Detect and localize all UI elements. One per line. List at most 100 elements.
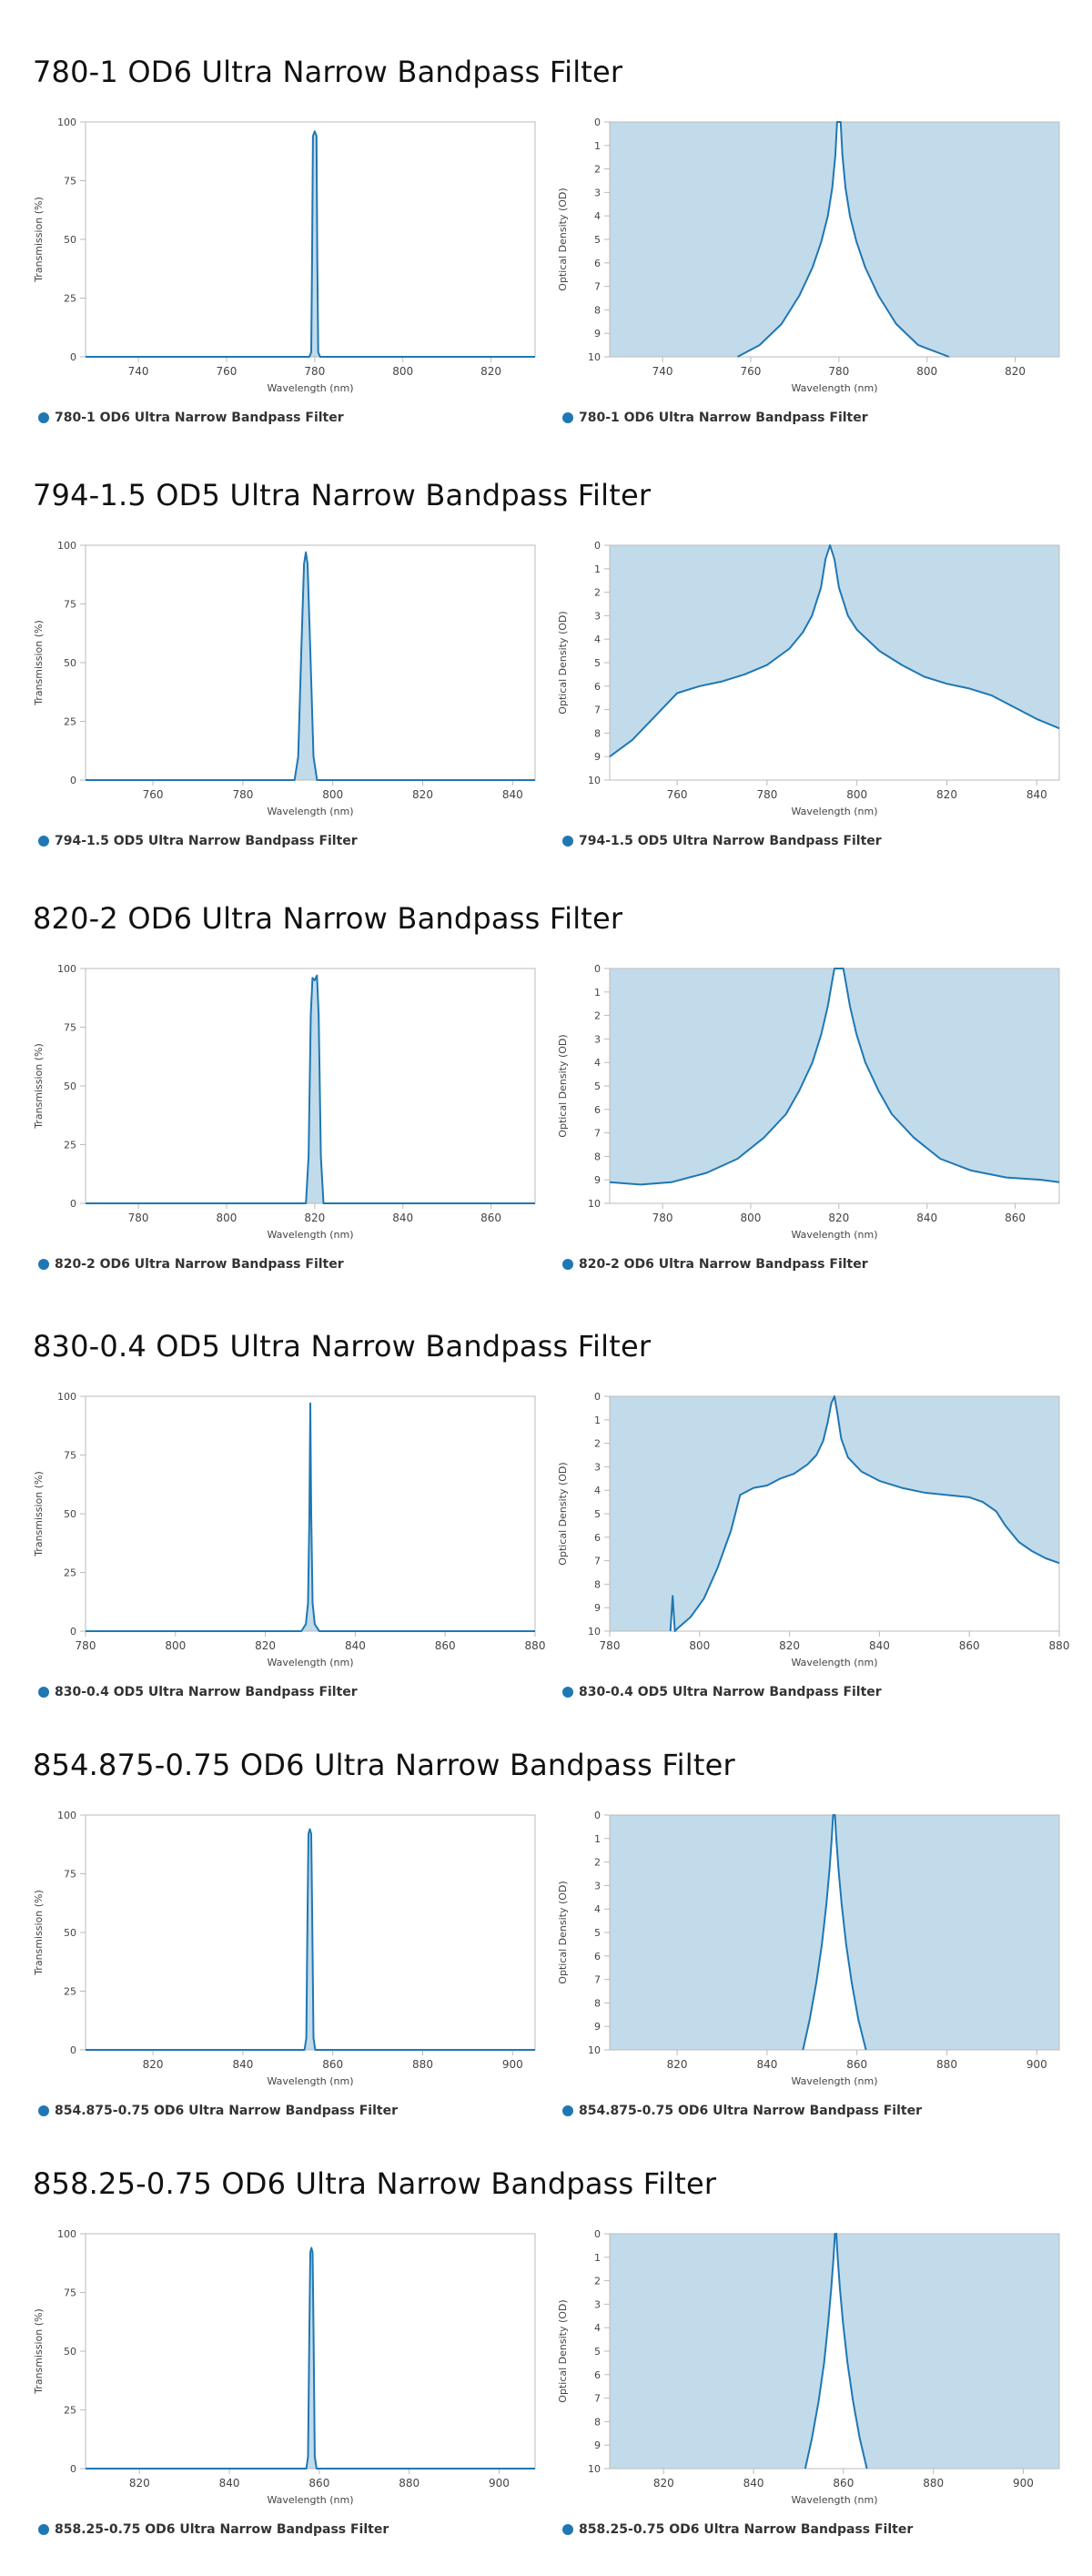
y-tick-label: 0 (70, 2463, 76, 2475)
y-tick-label: 10 (588, 1626, 601, 1638)
x-tick-label: 840 (502, 788, 523, 801)
legend-marker-icon (562, 2524, 573, 2535)
x-tick-label: 860 (846, 2058, 867, 2071)
legend-item[interactable]: 820-2 OD6 Ultra Narrow Bandpass Filter (38, 1257, 344, 1272)
series-area-fill (610, 122, 1059, 357)
y-tick-label: 25 (64, 293, 76, 305)
x-tick-label: 820 (255, 1639, 276, 1652)
x-tick-label: 880 (923, 2477, 944, 2490)
legend-item[interactable]: 854.875-0.75 OD6 Ultra Narrow Bandpass F… (562, 2104, 922, 2118)
x-tick-label: 800 (916, 365, 937, 378)
y-tick-label: 1 (594, 1415, 601, 1426)
x-tick-label: 780 (128, 1212, 149, 1224)
x-tick-label: 840 (743, 2477, 764, 2490)
x-tick-label: 840 (345, 1639, 366, 1652)
y-tick-label: 9 (594, 2439, 601, 2451)
legend-item[interactable]: 780-1 OD6 Ultra Narrow Bandpass Filter (562, 411, 868, 425)
y-tick-label: 5 (594, 657, 601, 669)
y-tick-label: 7 (594, 1974, 601, 1986)
y-axis-label: Transmission (%) (33, 2308, 45, 2395)
x-tick-label: 760 (667, 788, 688, 801)
section-title: 830-0.4 OD5 Ultra Narrow Bandpass Filter (33, 1329, 652, 1364)
x-tick-label: 780 (828, 365, 849, 378)
x-tick-label: 860 (480, 1212, 501, 1224)
legend-item[interactable]: 820-2 OD6 Ultra Narrow Bandpass Filter (562, 1257, 868, 1272)
x-tick-label: 820 (653, 2477, 674, 2490)
x-tick-label: 880 (1049, 1639, 1070, 1652)
y-tick-label: 3 (594, 610, 601, 622)
x-tick-label: 840 (219, 2477, 240, 2490)
legend-item[interactable]: 780-1 OD6 Ultra Narrow Bandpass Filter (38, 411, 344, 425)
legend-item[interactable]: 794-1.5 OD5 Ultra Narrow Bandpass Filter (38, 834, 358, 848)
x-tick-label: 840 (756, 2058, 777, 2071)
legend-label: 780-1 OD6 Ultra Narrow Bandpass Filter (55, 411, 344, 425)
legend-item[interactable]: 858.25-0.75 OD6 Ultra Narrow Bandpass Fi… (38, 2522, 389, 2537)
x-tick-label: 820 (143, 2058, 164, 2071)
y-tick-label: 1 (594, 1833, 601, 1845)
y-tick-label: 100 (57, 1810, 76, 1821)
y-tick-label: 6 (594, 2369, 601, 2381)
x-axis-label: Wavelength (nm) (791, 1657, 877, 1668)
y-tick-label: 0 (594, 963, 601, 975)
x-tick-label: 820 (480, 365, 501, 378)
y-axis-label: Transmission (%) (33, 1471, 45, 1557)
x-tick-label: 860 (322, 2058, 343, 2071)
series-area-fill (610, 545, 1059, 780)
x-tick-label: 820 (828, 1212, 849, 1224)
legend-item[interactable]: 854.875-0.75 OD6 Ultra Narrow Bandpass F… (38, 2104, 398, 2118)
y-tick-label: 4 (594, 1057, 601, 1069)
y-tick-label: 9 (594, 1174, 601, 1186)
x-tick-label: 760 (741, 365, 762, 378)
legend-label: 780-1 OD6 Ultra Narrow Bandpass Filter (579, 411, 868, 425)
series-area-fill (86, 2247, 535, 2469)
y-tick-label: 4 (594, 1903, 601, 1915)
y-tick-label: 7 (594, 705, 601, 716)
legend-marker-icon (562, 1259, 573, 1270)
legend-label: 830-0.4 OD5 Ultra Narrow Bandpass Filter (55, 1685, 358, 1699)
y-tick-label: 0 (594, 117, 601, 128)
y-tick-label: 5 (594, 234, 601, 246)
series-area-fill (86, 1829, 535, 2050)
series-line (86, 1828, 535, 2051)
legend-marker-icon (562, 836, 573, 847)
legend-item[interactable]: 830-0.4 OD5 Ultra Narrow Bandpass Filter (562, 1685, 882, 1699)
x-axis-label: Wavelength (nm) (791, 806, 877, 817)
y-tick-label: 5 (594, 1927, 601, 1939)
legend-item[interactable]: 794-1.5 OD5 Ultra Narrow Bandpass Filter (562, 834, 882, 848)
y-tick-label: 75 (64, 1869, 76, 1881)
y-tick-label: 75 (64, 599, 76, 611)
y-tick-label: 50 (64, 1927, 76, 1939)
series-line (804, 2233, 868, 2470)
y-tick-label: 9 (594, 2021, 601, 2033)
legend-label: 794-1.5 OD5 Ultra Narrow Bandpass Filter (55, 834, 358, 848)
y-tick-label: 4 (594, 634, 601, 645)
x-tick-label: 840 (869, 1639, 890, 1652)
y-axis-label: Optical Density (OD) (557, 611, 569, 714)
x-tick-label: 880 (412, 2058, 433, 2071)
plot-frame (85, 121, 536, 358)
section-title: 794-1.5 OD5 Ultra Narrow Bandpass Filter (33, 478, 652, 512)
y-tick-label: 8 (594, 1997, 601, 2009)
filter-section: 858.25-0.75 OD6 Ultra Narrow Bandpass Fi… (0, 2166, 1092, 2576)
y-tick-label: 6 (594, 1951, 601, 1962)
y-tick-label: 1 (594, 987, 601, 999)
y-tick-label: 2 (594, 164, 601, 176)
legend-marker-icon (38, 2105, 49, 2116)
x-tick-label: 860 (959, 1639, 980, 1652)
legend-label: 854.875-0.75 OD6 Ultra Narrow Bandpass F… (55, 2104, 398, 2118)
transmission-chart: 0 25 50 75 100 820 840 860 880 900 Wavelength (nm)… (33, 1810, 536, 2087)
x-tick-label: 820 (304, 1212, 325, 1224)
legend-marker-icon (38, 1259, 49, 1270)
legend-item[interactable]: 830-0.4 OD5 Ultra Narrow Bandpass Filter (38, 1685, 358, 1699)
series-line (609, 968, 1060, 1186)
transmission-chart: 0 25 50 75 100 780 800 820 840 860 880 Wavelength (… (33, 1391, 545, 1668)
x-axis-label: Wavelength (nm) (267, 1229, 353, 1241)
transmission-chart: 0 25 50 75 100 780 800 820 840 860 Wavelength (nm)… (33, 963, 536, 1241)
y-tick-label: 5 (594, 2346, 601, 2358)
legend-item[interactable]: 858.25-0.75 OD6 Ultra Narrow Bandpass Fi… (562, 2522, 913, 2537)
x-tick-label: 800 (165, 1639, 186, 1652)
y-tick-label: 100 (57, 540, 76, 552)
y-axis-label: Optical Density (OD) (557, 188, 569, 290)
x-tick-label: 860 (1005, 1212, 1026, 1224)
